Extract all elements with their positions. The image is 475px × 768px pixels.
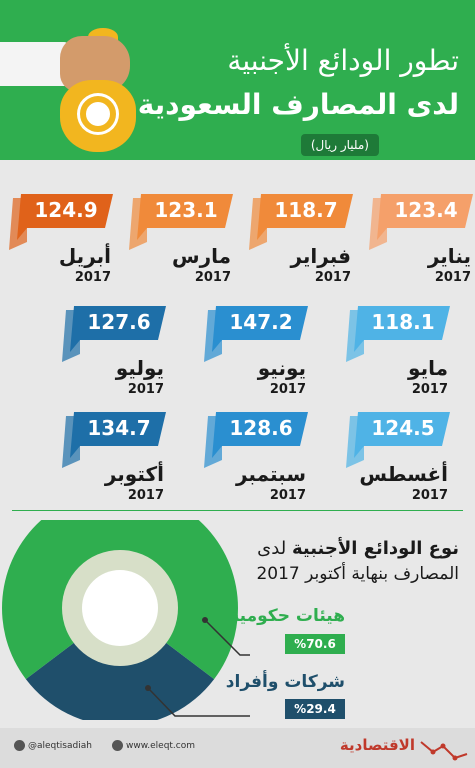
month-year: 2017 bbox=[411, 382, 448, 397]
month-name: يوليو bbox=[115, 356, 164, 380]
month-name: مايو bbox=[408, 356, 448, 380]
month-name: مارس bbox=[171, 244, 231, 268]
month-name: يونيو bbox=[257, 356, 306, 380]
twitter-icon bbox=[14, 740, 25, 751]
twitter-handle[interactable]: @aleqtisadiah bbox=[14, 740, 92, 751]
month-value: 134.7 bbox=[87, 416, 151, 440]
month-value: 123.1 bbox=[154, 198, 218, 222]
value-ribbon bbox=[129, 194, 233, 250]
companies-leader-line bbox=[147, 687, 250, 717]
value-ribbon bbox=[249, 194, 353, 250]
month-card: 127.6 يوليو 2017 bbox=[58, 304, 168, 404]
month-card: 128.6 سبتمبر 2017 bbox=[200, 410, 310, 510]
globe-icon bbox=[112, 740, 123, 751]
value-ribbon bbox=[204, 306, 308, 362]
month-value: 127.6 bbox=[87, 310, 151, 334]
month-year: 2017 bbox=[269, 382, 306, 397]
month-year: 2017 bbox=[411, 488, 448, 503]
deposit-type-title: نوع الودائع الأجنبية لدى bbox=[257, 538, 459, 559]
month-name: سبتمبر bbox=[235, 462, 306, 486]
month-card: 123.1 مارس 2017 bbox=[125, 192, 235, 292]
companies-leader-dot bbox=[145, 685, 151, 691]
month-name: أبريل bbox=[58, 244, 111, 268]
month-card: 124.5 أغسطس 2017 bbox=[342, 410, 452, 510]
month-year: 2017 bbox=[194, 270, 231, 285]
footer: @aleqtisadiah www.eleqt.com الاقتصادية bbox=[0, 728, 475, 768]
month-name: يناير bbox=[427, 244, 471, 268]
month-name: أغسطس bbox=[359, 462, 448, 486]
month-value: 118.1 bbox=[371, 310, 435, 334]
month-value: 118.7 bbox=[274, 198, 338, 222]
month-year: 2017 bbox=[314, 270, 351, 285]
month-year: 2017 bbox=[127, 488, 164, 503]
section-divider bbox=[12, 510, 463, 511]
month-card: 124.9 أبريل 2017 bbox=[5, 192, 115, 292]
month-value: 147.2 bbox=[229, 310, 293, 334]
government-leader-line bbox=[204, 619, 250, 656]
month-card: 118.7 فبراير 2017 bbox=[245, 192, 355, 292]
brand-logo: الاقتصادية bbox=[339, 736, 415, 754]
month-name: أكتوبر bbox=[104, 462, 164, 486]
title-line-2: لدى المصارف السعودية bbox=[137, 88, 459, 121]
value-ribbon bbox=[62, 412, 166, 468]
donut-hole bbox=[82, 570, 158, 646]
month-card: 134.7 أكتوبر 2017 bbox=[58, 410, 168, 510]
month-year: 2017 bbox=[127, 382, 164, 397]
header-banner: تطور الودائع الأجنبية لدى المصارف السعود… bbox=[0, 0, 475, 160]
month-name: فبراير bbox=[290, 244, 351, 268]
month-year: 2017 bbox=[434, 270, 471, 285]
value-ribbon bbox=[204, 412, 308, 468]
companies-label: شركات وأفراد bbox=[225, 672, 345, 692]
value-ribbon bbox=[346, 306, 450, 362]
deposit-type-donut bbox=[2, 520, 250, 720]
value-ribbon bbox=[62, 306, 166, 362]
monthly-deposits-chart: 123.4 يناير 2017 118.7 فبراير 2017 123.1 مارس 20… bbox=[0, 176, 475, 506]
brand-chart-icon bbox=[420, 741, 468, 761]
month-value: 128.6 bbox=[229, 416, 293, 440]
month-value: 124.5 bbox=[371, 416, 435, 440]
government-percent: %70.6 bbox=[285, 634, 345, 654]
month-card: 118.1 مايو 2017 bbox=[342, 304, 452, 404]
month-value: 124.9 bbox=[34, 198, 98, 222]
unit-badge: (مليار ريال) bbox=[300, 134, 379, 156]
month-year: 2017 bbox=[74, 270, 111, 285]
month-value: 123.4 bbox=[394, 198, 458, 222]
sleeve-illustration bbox=[0, 42, 70, 86]
value-ribbon bbox=[9, 194, 113, 250]
deposit-type-subtitle: المصارف بنهاية أكتوبر 2017 bbox=[256, 564, 459, 584]
value-ribbon bbox=[346, 412, 450, 468]
coin-icon bbox=[80, 96, 116, 132]
month-year: 2017 bbox=[269, 488, 306, 503]
government-leader-dot bbox=[202, 617, 208, 623]
title-line-1: تطور الودائع الأجنبية bbox=[227, 44, 459, 77]
website-link[interactable]: www.eleqt.com bbox=[112, 740, 195, 751]
month-card: 123.4 يناير 2017 bbox=[365, 192, 475, 292]
value-ribbon bbox=[369, 194, 473, 250]
companies-percent: %29.4 bbox=[285, 699, 345, 719]
government-label: هيئات حكومية bbox=[229, 606, 345, 626]
month-card: 147.2 يونيو 2017 bbox=[200, 304, 310, 404]
